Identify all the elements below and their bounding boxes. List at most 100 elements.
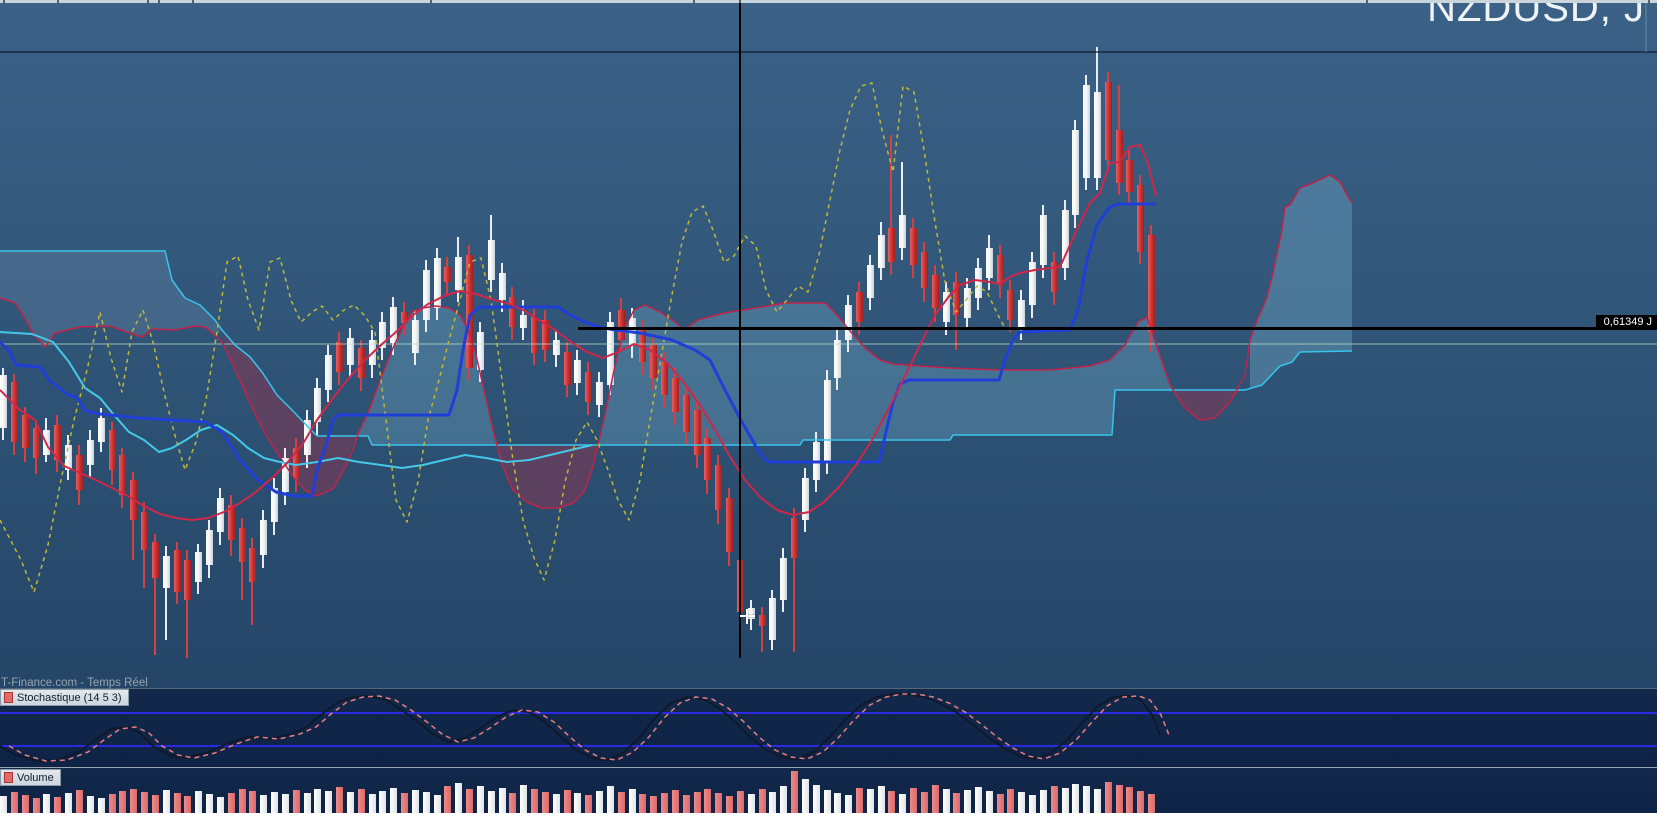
volume-bar — [974, 787, 982, 813]
volume-indicator-badge[interactable]: Volume — [0, 769, 61, 786]
volume-bar — [281, 794, 289, 813]
crosshair-horizontal-line[interactable] — [578, 327, 1657, 330]
toolbar-tick — [192, 0, 194, 3]
volume-bar — [86, 796, 94, 813]
volume-bar — [573, 793, 581, 813]
volume-bar — [433, 795, 441, 813]
volume-bar — [248, 791, 256, 813]
volume-bar — [866, 789, 874, 813]
volume-bar — [173, 793, 181, 813]
volume-bar — [346, 792, 354, 813]
symbol-title: NZDUSD, J — [1427, 0, 1645, 30]
volume-bar — [552, 794, 560, 813]
volume-bar — [1125, 787, 1133, 813]
volume-bar — [487, 791, 495, 813]
volume-bar — [563, 790, 571, 813]
volume-bar — [638, 794, 646, 813]
toolbar-tick — [693, 0, 695, 3]
volume-bar — [378, 791, 386, 813]
volume-bar — [985, 791, 993, 813]
volume-bar — [368, 794, 376, 813]
volume-bar — [963, 790, 971, 813]
toolbar-tick — [57, 0, 59, 3]
volume-bar — [32, 798, 40, 813]
volume-bar — [205, 794, 213, 813]
indicator-color-icon — [4, 772, 13, 783]
volume-bar — [714, 793, 722, 813]
crosshair-vertical-line[interactable] — [739, 3, 741, 658]
candle-wick — [154, 534, 156, 655]
candle-wick — [761, 607, 763, 652]
candle-body — [768, 598, 776, 640]
volume-bar — [1028, 795, 1036, 813]
volume-bar — [747, 794, 755, 813]
volume-bar — [931, 785, 939, 813]
indicator-color-icon — [4, 692, 13, 703]
stochastic-badge-label: Stochastique (14 5 3) — [17, 691, 122, 704]
volume-bar — [530, 789, 538, 813]
candle-body — [1104, 82, 1112, 160]
candle-body — [747, 608, 755, 619]
toolbar-tick — [147, 0, 149, 3]
volume-bar — [194, 791, 202, 813]
volume-bar — [53, 797, 61, 813]
volume-bar — [898, 794, 906, 813]
volume-bar — [42, 794, 50, 813]
volume-bar — [324, 791, 332, 813]
volume-bar — [1136, 791, 1144, 813]
volume-bar — [519, 785, 527, 813]
volume-bar — [541, 792, 549, 813]
volume-bar — [671, 790, 679, 813]
volume-bar — [909, 788, 917, 813]
volume-bar — [1006, 789, 1014, 813]
volume-bar — [887, 791, 895, 813]
volume-bar — [584, 795, 592, 813]
volume-bar — [465, 789, 473, 813]
volume-bar — [617, 792, 625, 813]
toolbar-tick — [3, 0, 5, 3]
volume-bar — [649, 796, 657, 813]
volume-bar — [682, 795, 690, 813]
volume-bar — [1115, 785, 1123, 813]
volume-bar — [844, 795, 852, 813]
volume-bar — [996, 794, 1004, 813]
volume-bar — [952, 793, 960, 813]
volume-bar — [768, 792, 776, 813]
candle-body — [758, 615, 766, 626]
volume-bar — [920, 792, 928, 813]
volume-bar — [238, 789, 246, 813]
volume-bar — [877, 786, 885, 813]
volume-bar — [703, 789, 711, 813]
collapsed-toolbar-strip[interactable] — [0, 0, 1657, 3]
toolbar-tick — [430, 0, 432, 3]
toolbar-tick — [158, 0, 160, 3]
volume-bar — [1050, 786, 1058, 813]
stochastic-indicator-badge[interactable]: Stochastique (14 5 3) — [0, 689, 129, 706]
volume-bar — [508, 793, 516, 813]
volume-bar — [10, 792, 18, 813]
volume-bar — [1082, 786, 1090, 813]
volume-bar — [812, 785, 820, 813]
volume-bar — [389, 788, 397, 813]
volume-bar — [357, 789, 365, 813]
volume-bar — [1039, 790, 1047, 813]
volume-bar — [400, 793, 408, 813]
volume-bar — [97, 798, 105, 813]
volume-bar — [942, 789, 950, 813]
volume-bar — [628, 789, 636, 813]
volume-bar — [1104, 782, 1112, 813]
candle-body — [1082, 85, 1090, 178]
crosshair-price-label: 0,61349 J — [1595, 315, 1657, 329]
volume-bar — [476, 786, 484, 813]
toolbar-tick — [739, 0, 741, 3]
volume-bar — [21, 795, 29, 813]
volume-bar — [823, 790, 831, 813]
volume-bar — [303, 793, 311, 813]
candle-wick — [165, 546, 167, 640]
volume-bar — [833, 793, 841, 813]
volume-bar — [151, 795, 159, 813]
volume-bar — [1071, 784, 1079, 813]
volume-bar — [454, 783, 462, 813]
volume-bar — [270, 792, 278, 813]
